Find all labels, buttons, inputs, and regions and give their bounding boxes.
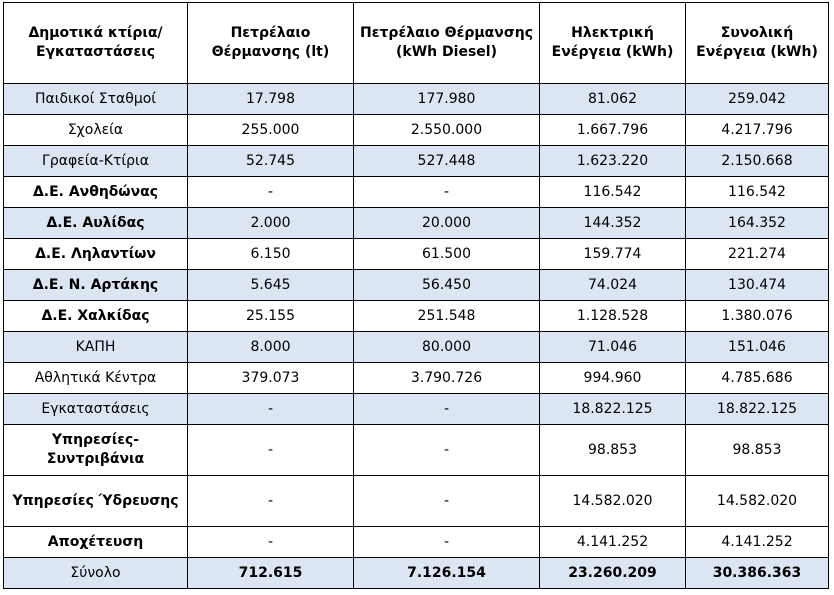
table-row: Δ.Ε. Ν. Αρτάκης 5.645 56.450 74.024 130.… xyxy=(3,269,829,301)
row-name: Υπηρεσίες Ύδρευσης xyxy=(3,475,188,527)
cell-oil-lt: 5.645 xyxy=(187,269,354,301)
header-row: Δημοτικά κτίρια/ Εγκαταστάσεις Πετρέλαιο… xyxy=(3,2,829,84)
cell-oil-lt: - xyxy=(187,475,354,527)
table-row: Υπηρεσίες-Συντριβάνια - - 98.853 98.853 xyxy=(3,424,829,476)
cell-total: 130.474 xyxy=(685,269,829,301)
cell-total: 259.042 xyxy=(685,83,829,115)
energy-table-container: Δημοτικά κτίρια/ Εγκαταστάσεις Πετρέλαιο… xyxy=(3,2,829,589)
cell-oil-kwh: 61.500 xyxy=(353,238,540,270)
header-electric: Ηλεκτρική Ενέργεια (kWh) xyxy=(539,2,686,84)
cell-oil-lt: - xyxy=(187,393,354,425)
cell-total: 164.352 xyxy=(685,207,829,239)
table-row: ΚΑΠΗ 8.000 80.000 71.046 151.046 xyxy=(3,331,829,363)
header-oil-kwh: Πετρέλαιο Θέρμανσης (kWh Diesel) xyxy=(353,2,540,84)
cell-oil-kwh: - xyxy=(353,393,540,425)
table-row: Δ.Ε. Ληλαντίων 6.150 61.500 159.774 221.… xyxy=(3,238,829,270)
cell-total: 221.274 xyxy=(685,238,829,270)
table-row: Αθλητικά Κέντρα 379.073 3.790.726 994.96… xyxy=(3,362,829,394)
cell-oil-kwh: - xyxy=(353,526,540,558)
cell-oil-lt: 2.000 xyxy=(187,207,354,239)
total-label: Σύνολο xyxy=(3,557,188,589)
cell-oil-kwh: - xyxy=(353,424,540,476)
cell-electric: 14.582.020 xyxy=(539,475,686,527)
row-name: Αθλητικά Κέντρα xyxy=(3,362,188,394)
cell-electric: 994.960 xyxy=(539,362,686,394)
row-name: ΚΑΠΗ xyxy=(3,331,188,363)
row-name: Δ.Ε. Ν. Αρτάκης xyxy=(3,269,188,301)
row-name: Δ.Ε. Ανθηδώνας xyxy=(3,176,188,208)
cell-oil-lt: - xyxy=(187,176,354,208)
cell-oil-lt: 8.000 xyxy=(187,331,354,363)
cell-oil-kwh: 2.550.000 xyxy=(353,114,540,146)
cell-oil-lt: 255.000 xyxy=(187,114,354,146)
cell-total: 4.217.796 xyxy=(685,114,829,146)
cell-electric: 116.542 xyxy=(539,176,686,208)
row-name: Παιδικοί Σταθμοί xyxy=(3,83,188,115)
cell-oil-lt: 52.745 xyxy=(187,145,354,177)
table-row: Αποχέτευση - - 4.141.252 4.141.252 xyxy=(3,526,829,558)
cell-total: 116.542 xyxy=(685,176,829,208)
table-row: Εγκαταστάσεις - - 18.822.125 18.822.125 xyxy=(3,393,829,425)
cell-oil-kwh: - xyxy=(353,176,540,208)
table-row: Δ.Ε. Αυλίδας 2.000 20.000 144.352 164.35… xyxy=(3,207,829,239)
cell-total: 2.150.668 xyxy=(685,145,829,177)
row-name: Δ.Ε. Χαλκίδας xyxy=(3,300,188,332)
table-row: Γραφεία-Κτίρια 52.745 527.448 1.623.220 … xyxy=(3,145,829,177)
cell-electric: 1.128.528 xyxy=(539,300,686,332)
cell-total: 151.046 xyxy=(685,331,829,363)
cell-electric: 81.062 xyxy=(539,83,686,115)
header-buildings: Δημοτικά κτίρια/ Εγκαταστάσεις xyxy=(3,2,188,84)
table-row: Δ.Ε. Ανθηδώνας - - 116.542 116.542 xyxy=(3,176,829,208)
table-row: Παιδικοί Σταθμοί 17.798 177.980 81.062 2… xyxy=(3,83,829,115)
cell-electric: 71.046 xyxy=(539,331,686,363)
cell-total: 98.853 xyxy=(685,424,829,476)
energy-consumption-table: Δημοτικά κτίρια/ Εγκαταστάσεις Πετρέλαιο… xyxy=(3,2,829,589)
cell-total: 18.822.125 xyxy=(685,393,829,425)
cell-oil-kwh: 3.790.726 xyxy=(353,362,540,394)
cell-electric: 18.822.125 xyxy=(539,393,686,425)
cell-electric: 1.667.796 xyxy=(539,114,686,146)
cell-oil-kwh: 527.448 xyxy=(353,145,540,177)
total-electric: 23.260.209 xyxy=(539,557,686,589)
row-name: Αποχέτευση xyxy=(3,526,188,558)
cell-electric: 1.623.220 xyxy=(539,145,686,177)
cell-electric: 98.853 xyxy=(539,424,686,476)
cell-oil-lt: 379.073 xyxy=(187,362,354,394)
cell-oil-kwh: 251.548 xyxy=(353,300,540,332)
cell-oil-kwh: 80.000 xyxy=(353,331,540,363)
cell-oil-kwh: 20.000 xyxy=(353,207,540,239)
row-name: Σχολεία xyxy=(3,114,188,146)
cell-electric: 74.024 xyxy=(539,269,686,301)
table-row: Δ.Ε. Χαλκίδας 25.155 251.548 1.128.528 1… xyxy=(3,300,829,332)
header-oil-lt: Πετρέλαιο Θέρμανσης (lt) xyxy=(187,2,354,84)
cell-oil-lt: 17.798 xyxy=(187,83,354,115)
total-energy: 30.386.363 xyxy=(685,557,829,589)
cell-total: 14.582.020 xyxy=(685,475,829,527)
cell-electric: 144.352 xyxy=(539,207,686,239)
total-oil-lt: 712.615 xyxy=(187,557,354,589)
cell-oil-kwh: 56.450 xyxy=(353,269,540,301)
row-name: Εγκαταστάσεις xyxy=(3,393,188,425)
table-row: Υπηρεσίες Ύδρευσης - - 14.582.020 14.582… xyxy=(3,475,829,527)
cell-total: 4.141.252 xyxy=(685,526,829,558)
row-name: Γραφεία-Κτίρια xyxy=(3,145,188,177)
table-row: Σχολεία 255.000 2.550.000 1.667.796 4.21… xyxy=(3,114,829,146)
row-name: Υπηρεσίες-Συντριβάνια xyxy=(3,424,188,476)
header-total: Συνολική Ενέργεια (kWh) xyxy=(685,2,829,84)
cell-total: 1.380.076 xyxy=(685,300,829,332)
cell-oil-kwh: 177.980 xyxy=(353,83,540,115)
cell-oil-lt: 25.155 xyxy=(187,300,354,332)
cell-oil-kwh: - xyxy=(353,475,540,527)
total-oil-kwh: 7.126.154 xyxy=(353,557,540,589)
cell-oil-lt: 6.150 xyxy=(187,238,354,270)
cell-electric: 4.141.252 xyxy=(539,526,686,558)
cell-oil-lt: - xyxy=(187,526,354,558)
total-row: Σύνολο 712.615 7.126.154 23.260.209 30.3… xyxy=(3,557,829,589)
cell-total: 4.785.686 xyxy=(685,362,829,394)
cell-electric: 159.774 xyxy=(539,238,686,270)
row-name: Δ.Ε. Αυλίδας xyxy=(3,207,188,239)
row-name: Δ.Ε. Ληλαντίων xyxy=(3,238,188,270)
cell-oil-lt: - xyxy=(187,424,354,476)
